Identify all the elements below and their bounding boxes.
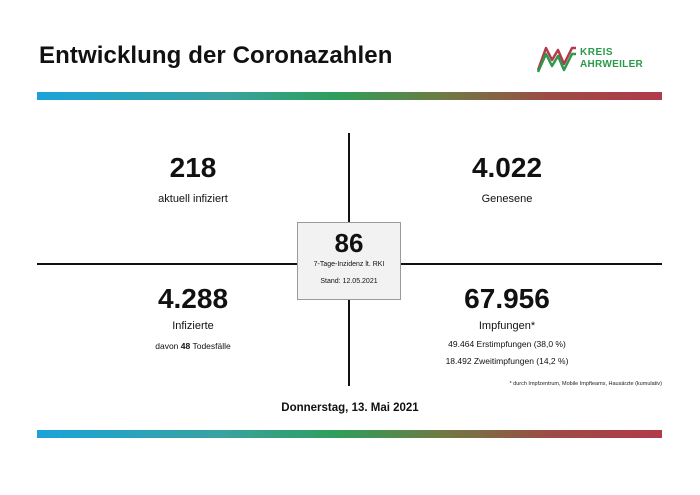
logo-text-ahrweiler: AHRWEILER bbox=[580, 59, 644, 70]
vaccinations-label: Impfungen* bbox=[478, 320, 536, 332]
active-cases-label: aktuell infiziert bbox=[158, 193, 228, 205]
second-vaccinations: 18.492 Zweitimpfungen (14,2 %) bbox=[445, 356, 569, 366]
logo-text-kreis: KREIS bbox=[580, 47, 614, 58]
vaccinations-footnote: * durch Impfzentrum, Mobile Impfteams, H… bbox=[509, 381, 662, 387]
recovered-label: Genesene bbox=[481, 193, 533, 205]
page-title: Entwicklung der Coronazahlen bbox=[39, 42, 393, 69]
incidence-date: Stand: 12.05.2021 bbox=[320, 278, 378, 285]
first-vaccinations: 49.464 Erstimpfungen (38,0 %) bbox=[448, 339, 566, 349]
incidence-box: 86 7-Tage-Inzidenz lt. RKI Stand: 12.05.… bbox=[297, 222, 401, 300]
deaths-prefix: davon bbox=[155, 341, 179, 351]
vaccinations-value: 67.956 bbox=[464, 283, 550, 314]
recovered-value: 4.022 bbox=[471, 152, 543, 183]
kreis-ahrweiler-logo: KREIS AHRWEILER bbox=[536, 42, 660, 76]
gradient-band-top bbox=[37, 92, 662, 100]
active-cases-value: 218 bbox=[169, 152, 217, 183]
infected-total-label: Infizierte bbox=[172, 320, 214, 332]
kreis-ahrweiler-logo-icon bbox=[536, 46, 576, 73]
incidence-value: 86 bbox=[334, 228, 364, 258]
deaths-note: davon 48 Todesfälle bbox=[73, 341, 313, 351]
infected-total-value: 4.288 bbox=[157, 283, 229, 314]
deaths-suffix: Todesfälle bbox=[192, 341, 231, 351]
report-date: Donnerstag, 13. Mai 2021 bbox=[281, 402, 419, 414]
deaths-value: 48 bbox=[180, 341, 191, 351]
incidence-label: 7-Tage-Inzidenz lt. RKI bbox=[313, 261, 385, 268]
gradient-band-bottom bbox=[37, 430, 662, 438]
